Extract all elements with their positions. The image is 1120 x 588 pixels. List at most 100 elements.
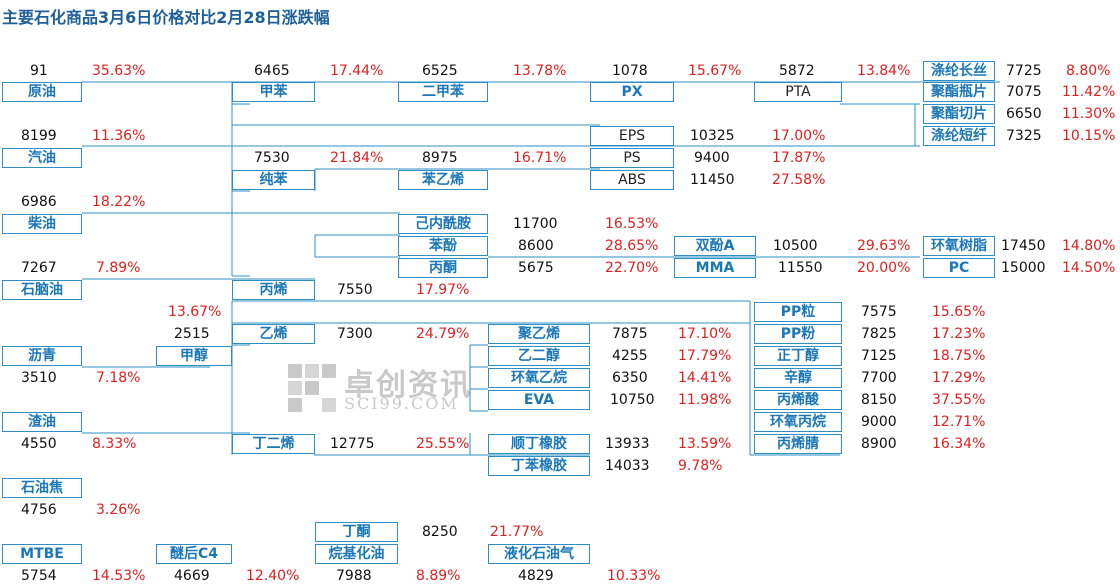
node-acetone-change: 22.70%	[605, 260, 659, 276]
node-lpg-label: 液化石油气	[488, 544, 590, 564]
node-pe-change: 17.10%	[678, 326, 732, 342]
node-pta-change: 13.84%	[857, 63, 911, 79]
node-pc-price: 15000	[1001, 260, 1046, 276]
node-abs-label: ABS	[590, 170, 674, 190]
node-propylene-price: 7550	[337, 282, 373, 298]
node-ethylene-label: 乙烯	[232, 324, 315, 344]
node-coke-label: 石油焦	[2, 478, 82, 498]
node-acrylic-label: 丙烯酸	[754, 390, 842, 410]
node-mtbe-change: 14.53%	[92, 568, 146, 584]
node-filament-change: 8.80%	[1066, 63, 1111, 79]
node-staple-change: 10.15%	[1062, 128, 1116, 144]
node-acn-price: 8900	[861, 436, 897, 452]
node-crude-change: 35.63%	[92, 63, 146, 79]
node-toluene-price: 6465	[254, 63, 290, 79]
node-epoxy-change: 14.80%	[1062, 238, 1116, 254]
node-toluene-change: 17.44%	[330, 63, 384, 79]
node-po-change: 12.71%	[932, 414, 986, 430]
node-residue-label: 渣油	[2, 412, 82, 432]
node-chip-change: 11.30%	[1062, 106, 1116, 122]
node-crude-label: 原油	[2, 82, 82, 102]
node-meg-change: 17.79%	[678, 348, 732, 364]
node-br-change: 13.59%	[678, 436, 732, 452]
node-epoxy-label: 环氧树脂	[923, 236, 995, 256]
node-acetone-price: 5675	[518, 260, 554, 276]
node-ps-label: PS	[590, 148, 674, 168]
node-mma-price: 11550	[778, 260, 823, 276]
node-sbr-price: 14033	[605, 458, 650, 474]
node-butadiene-label: 丁二烯	[232, 434, 315, 454]
node-eo-change: 14.41%	[678, 370, 732, 386]
node-eo-label: 环氧乙烷	[488, 368, 590, 388]
node-crude-price: 91	[30, 63, 48, 79]
node-acetone-label: 丙酮	[398, 258, 488, 278]
node-alkylate-price: 7988	[336, 568, 372, 584]
node-eps-price: 10325	[690, 128, 735, 144]
node-pc-label: PC	[923, 258, 995, 278]
node-staple-label: 涤纶短纤	[923, 126, 995, 146]
node-phenol-change: 28.65%	[605, 238, 659, 254]
node-bpa-label: 双酚A	[674, 236, 756, 256]
node-bpa-change: 29.63%	[857, 238, 911, 254]
node-asphalt-change: 7.18%	[96, 370, 141, 386]
node-chip-price: 6650	[1006, 106, 1042, 122]
node-butanol-change: 18.75%	[932, 348, 986, 364]
node-pp-pellet-price: 7575	[861, 304, 897, 320]
node-c4-price: 4669	[174, 568, 210, 584]
node-propylene-change: 17.97%	[416, 282, 470, 298]
node-styrene-price: 8975	[422, 150, 458, 166]
node-po-price: 9000	[861, 414, 897, 430]
node-octanol-price: 7700	[861, 370, 897, 386]
node-ethylene-price: 7300	[337, 326, 373, 342]
node-filament-price: 7725	[1006, 63, 1042, 79]
node-pp-pellet-label: PP粒	[754, 302, 842, 322]
node-asphalt-price: 3510	[21, 370, 57, 386]
sci99-logo-icon	[288, 364, 336, 412]
node-acn-change: 16.34%	[932, 436, 986, 452]
node-eo-price: 6350	[612, 370, 648, 386]
node-octanol-label: 辛醇	[754, 368, 842, 388]
node-caprolactam-label: 己内酰胺	[398, 214, 488, 234]
node-pta-label: PTA	[754, 82, 842, 102]
node-px-change: 15.67%	[688, 63, 742, 79]
watermark-site: SCI99.COM	[344, 394, 459, 413]
node-propylene-label: 丙烯	[232, 280, 315, 300]
node-ethylene-change: 24.79%	[416, 326, 470, 342]
node-methanol-label: 甲醇	[156, 346, 232, 366]
node-benzene-change: 21.84%	[330, 150, 384, 166]
node-br-label: 顺丁橡胶	[488, 434, 590, 454]
node-methanol-price: 2515	[174, 326, 210, 342]
node-abs-change: 27.58%	[772, 172, 826, 188]
node-gasoline-label: 汽油	[2, 148, 82, 168]
node-bottle-price: 7075	[1006, 84, 1042, 100]
node-eps-label: EPS	[590, 126, 674, 146]
node-eva-change: 11.98%	[678, 392, 732, 408]
page-title: 主要石化商品3月6日价格对比2月28日涨跌幅	[2, 8, 330, 27]
node-acrylic-change: 37.55%	[932, 392, 986, 408]
node-bpa-price: 10500	[773, 238, 818, 254]
node-abs-price: 11450	[690, 172, 735, 188]
node-caprolactam-change: 16.53%	[605, 216, 659, 232]
node-ps-price: 9400	[694, 150, 730, 166]
node-ps-change: 17.87%	[772, 150, 826, 166]
node-naphtha-price: 7267	[21, 260, 57, 276]
node-mtbe-price: 5754	[21, 568, 57, 584]
node-phenol-label: 苯酚	[398, 236, 488, 256]
node-gasoline-change: 11.36%	[92, 128, 146, 144]
node-caprolactam-price: 11700	[513, 216, 558, 232]
node-asphalt-label: 沥青	[2, 346, 82, 366]
node-sbr-label: 丁苯橡胶	[488, 456, 590, 476]
node-meg-label: 乙二醇	[488, 346, 590, 366]
node-acn-label: 丙烯腈	[754, 434, 842, 454]
watermark: 卓创资讯 SCI99.COM	[286, 360, 506, 416]
node-br-price: 13933	[605, 436, 650, 452]
node-naphtha-change: 7.89%	[96, 260, 141, 276]
node-xylene-label: 二甲苯	[398, 82, 488, 102]
node-coke-price: 4756	[21, 502, 57, 518]
node-eps-change: 17.00%	[772, 128, 826, 144]
node-butanol-price: 7125	[861, 348, 897, 364]
node-mma-change: 20.00%	[857, 260, 911, 276]
node-chip-label: 聚酯切片	[923, 104, 995, 124]
node-lpg-change: 10.33%	[607, 568, 661, 584]
node-diesel-price: 6986	[21, 194, 57, 210]
